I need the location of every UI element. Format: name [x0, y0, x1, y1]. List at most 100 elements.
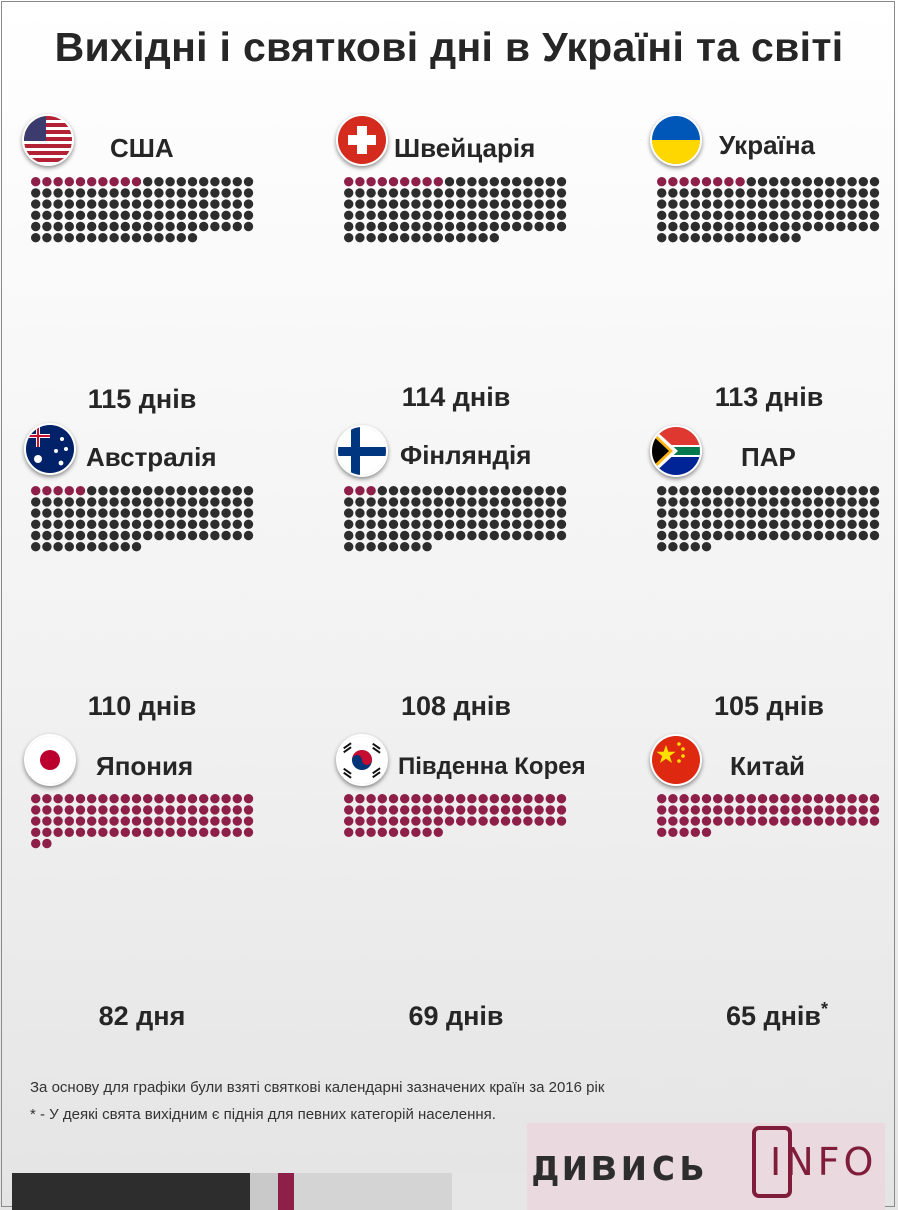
weekend-dot	[131, 199, 142, 209]
weekend-dot	[176, 177, 186, 187]
holiday-dot	[75, 177, 86, 187]
holiday-dot	[31, 816, 41, 826]
holiday-dot	[53, 816, 63, 826]
weekend-dot	[366, 508, 376, 518]
weekend-dot	[757, 177, 768, 187]
holiday-dot	[713, 816, 723, 826]
weekend-dot	[791, 188, 801, 198]
weekend-dot	[243, 519, 254, 529]
weekend-dot	[769, 188, 779, 198]
holiday-dot	[109, 816, 119, 826]
weekend-dot	[131, 486, 142, 496]
weekend-dot	[791, 486, 801, 496]
holiday-dot	[344, 486, 354, 496]
weekend-dot	[735, 530, 745, 541]
logo-suffix: INFO	[770, 1140, 878, 1184]
weekend-dot	[131, 542, 142, 552]
holiday-dot	[42, 816, 52, 826]
weekend-dot	[42, 199, 52, 209]
holiday-dot	[724, 177, 734, 187]
weekend-dot	[165, 221, 175, 232]
weekend-dot	[120, 530, 130, 541]
holiday-dot	[344, 805, 354, 815]
weekend-dot	[355, 188, 365, 198]
weekend-dot	[869, 188, 880, 198]
weekend-dot	[545, 508, 555, 518]
weekend-dot	[724, 221, 734, 232]
holiday-dot	[87, 805, 97, 815]
holiday-dot	[433, 177, 443, 187]
holiday-dot	[53, 794, 63, 804]
waffle-grid	[656, 485, 884, 686]
weekend-dot	[53, 199, 63, 209]
weekend-dot	[87, 210, 97, 220]
weekend-dot	[847, 508, 857, 518]
holiday-dot	[366, 805, 376, 815]
weekend-dot	[769, 199, 779, 209]
country-name: Швейцарія	[394, 133, 536, 163]
holiday-dot	[243, 794, 254, 804]
weekend-dot	[388, 233, 399, 243]
holiday-dot	[42, 827, 52, 837]
weekend-dot	[512, 210, 522, 220]
holiday-dot	[724, 816, 734, 826]
holiday-dot	[109, 805, 119, 815]
holiday-dot	[657, 805, 667, 815]
weekend-dot	[735, 497, 745, 507]
weekend-dot	[400, 221, 410, 232]
holiday-dot	[210, 794, 220, 804]
weekend-dot	[75, 199, 86, 209]
weekend-dot	[657, 199, 667, 209]
weekend-dot	[109, 497, 119, 507]
holiday-dot	[355, 794, 365, 804]
weekend-dot	[366, 221, 376, 232]
weekend-dot	[545, 519, 555, 529]
weekend-dot	[344, 497, 354, 507]
weekend-dot	[411, 497, 421, 507]
weekend-dot	[377, 542, 387, 552]
weekend-dot	[165, 508, 175, 518]
holiday-dot	[489, 805, 499, 815]
weekend-dot	[791, 221, 801, 232]
weekend-dot	[221, 530, 231, 541]
weekend-dot	[858, 221, 868, 232]
weekend-dot	[802, 199, 812, 209]
holiday-dot	[210, 827, 220, 837]
weekend-dot	[243, 177, 254, 187]
holiday-dot	[377, 177, 387, 187]
weekend-dot	[813, 210, 824, 220]
weekend-dot	[512, 519, 522, 529]
holiday-dot	[355, 816, 365, 826]
weekend-dot	[813, 177, 824, 187]
weekend-dot	[377, 210, 387, 220]
weekend-dot	[836, 530, 846, 541]
weekend-dot	[75, 542, 86, 552]
weekend-dot	[176, 210, 186, 220]
weekend-dot	[556, 199, 567, 209]
weekend-dot	[791, 519, 801, 529]
weekend-dot	[366, 233, 376, 243]
waffle-grid	[30, 485, 258, 686]
weekend-dot	[444, 210, 455, 220]
days-count: 69 днів	[408, 1001, 504, 1031]
weekend-dot	[713, 188, 723, 198]
holiday-dot	[120, 827, 130, 837]
holiday-dot	[388, 827, 399, 837]
holiday-dot	[713, 805, 723, 815]
weekend-dot	[53, 530, 63, 541]
weekend-dot	[221, 486, 231, 496]
weekend-dot	[64, 530, 74, 541]
weekend-dot	[534, 519, 544, 529]
weekend-dot	[701, 497, 712, 507]
weekend-dot	[657, 508, 667, 518]
weekend-dot	[355, 519, 365, 529]
weekend-dot	[456, 177, 466, 187]
weekend-dot	[825, 530, 835, 541]
weekend-dot	[131, 233, 142, 243]
weekend-dot	[489, 210, 499, 220]
weekend-dot	[165, 177, 175, 187]
holiday-dot	[456, 805, 466, 815]
weekend-dot	[120, 497, 130, 507]
weekend-dot	[400, 530, 410, 541]
weekend-dot	[64, 221, 74, 232]
